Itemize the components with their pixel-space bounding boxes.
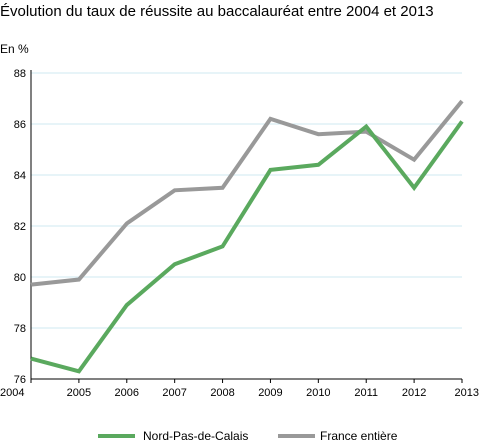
x-tick-label-2012: 2012 <box>402 387 426 399</box>
legend: Nord-Pas-de-Calais France entière <box>98 429 398 442</box>
x-tick-label-2006: 2006 <box>115 387 139 399</box>
y-tick-label-78: 78 <box>14 323 26 335</box>
x-tick-label-2010: 2010 <box>306 387 330 399</box>
y-tick-labels: 76 78 80 82 84 86 88 <box>14 68 26 386</box>
series-lines <box>30 99 464 374</box>
x-tick-label-2007: 2007 <box>162 387 186 399</box>
chart-title: Évolution du taux de réussite au baccala… <box>0 3 434 20</box>
axes <box>30 70 462 380</box>
x-tick-label-2004: 2004 <box>0 387 24 399</box>
y-tick-label-76: 76 <box>14 374 26 386</box>
series-line-0 <box>30 120 464 374</box>
x-tick-label-2005: 2005 <box>67 387 91 399</box>
legend-label-1: France entière <box>320 429 398 442</box>
x-tick-labels: 2004 2005 2006 2007 2008 2009 2010 2011 2012 2013 <box>0 379 479 399</box>
x-tick-label-2013: 2013 <box>455 387 479 399</box>
y-tick-label-88: 88 <box>14 68 26 80</box>
y-axis-unit-label: En % <box>0 42 29 56</box>
x-tick-label-2009: 2009 <box>258 387 282 399</box>
x-tick-label-2011: 2011 <box>354 387 378 399</box>
y-tick-label-86: 86 <box>14 119 26 131</box>
y-tick-label-82: 82 <box>14 221 26 233</box>
series-line-1 <box>30 99 464 287</box>
y-tick-label-84: 84 <box>14 170 26 182</box>
grid-lines <box>31 72 462 329</box>
legend-label-0: Nord-Pas-de-Calais <box>143 429 248 442</box>
y-tick-label-80: 80 <box>14 272 26 284</box>
x-tick-label-2008: 2008 <box>210 387 234 399</box>
